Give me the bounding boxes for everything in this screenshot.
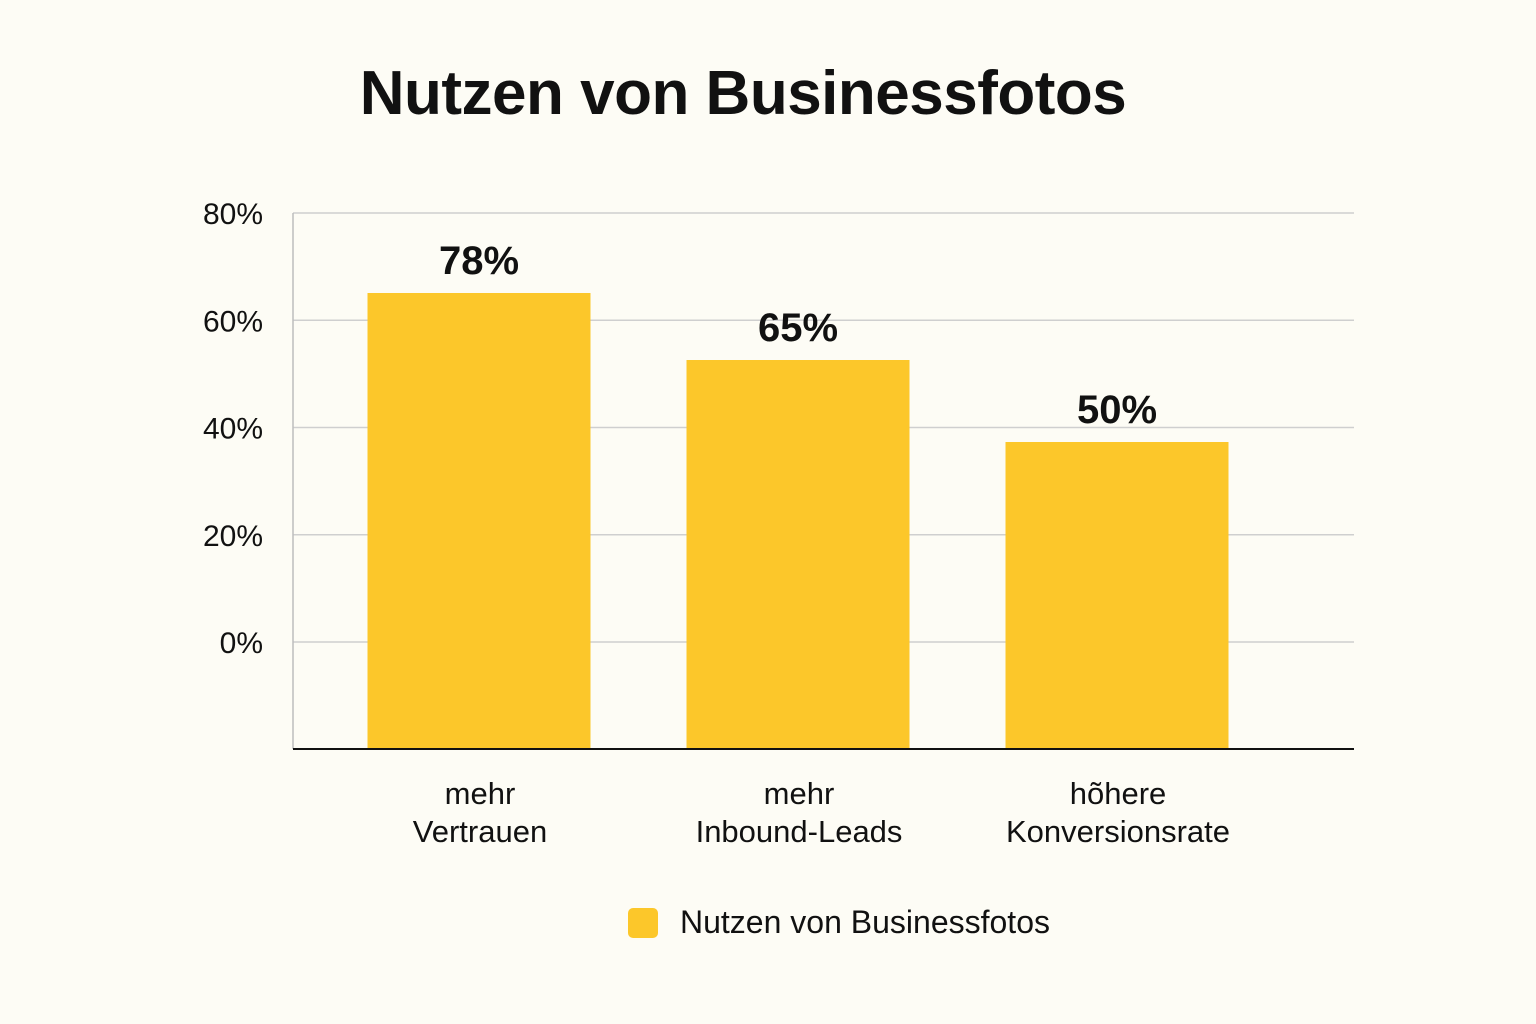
chart-title: Nutzen von Businessfotos xyxy=(359,59,1127,128)
data-label: 65% xyxy=(758,306,838,350)
legend-swatch xyxy=(628,907,658,938)
y-tick-label: 80% xyxy=(203,198,263,231)
x-tick-label: Konversionsrate xyxy=(1006,814,1230,849)
bar xyxy=(367,293,591,749)
x-tick-label: mehr xyxy=(764,776,835,811)
y-tick-label: 40% xyxy=(203,413,263,446)
y-tick-label: 0% xyxy=(220,627,263,660)
data-label: 78% xyxy=(439,239,519,283)
bar xyxy=(1005,442,1229,749)
y-tick-label: 60% xyxy=(203,305,263,338)
y-tick-label: 20% xyxy=(203,520,263,553)
legend: Nutzen von Businessfotos xyxy=(628,904,1050,941)
x-tick-label: Inbound-Leads xyxy=(696,814,903,849)
data-label: 50% xyxy=(1077,388,1157,432)
x-tick-label: Vertrauen xyxy=(413,814,547,849)
legend-label: Nutzen von Businessfotos xyxy=(680,904,1050,940)
x-tick-label: hõhere xyxy=(1070,776,1167,811)
x-tick-label: mehr xyxy=(445,776,516,811)
bar xyxy=(686,360,910,749)
